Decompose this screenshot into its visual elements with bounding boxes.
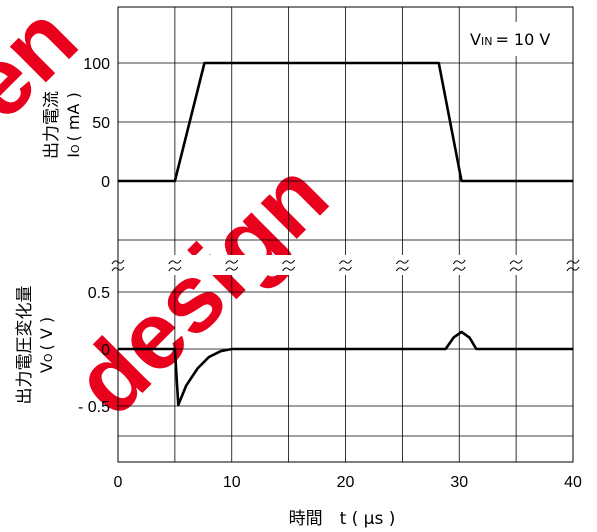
output-current-series-line xyxy=(118,61,573,183)
axis-break-mark xyxy=(339,266,352,272)
axis-break-mark xyxy=(452,259,466,265)
ylabel-voltage: 出力電圧変化量 VO( V ) xyxy=(15,286,56,405)
annotation-sub: IN xyxy=(481,35,492,48)
output-voltage-change-series-line xyxy=(118,330,573,407)
axis-break-mark xyxy=(225,266,239,272)
y-tick-label: 0.5 xyxy=(88,285,110,302)
ylabel-current-line1: 出力電流 xyxy=(42,91,62,159)
axis-break-mark xyxy=(509,259,523,265)
y-tick-label: - 0.5 xyxy=(78,399,110,416)
axis-break-mark xyxy=(168,266,182,272)
annotation-text: VIN = 10 V xyxy=(470,30,550,49)
ylabel-voltage-line1: 出力電圧変化量 xyxy=(15,286,35,405)
axis-break-mark xyxy=(452,266,466,272)
axis-break-mark xyxy=(282,266,296,272)
annotation-rest: = 10 V xyxy=(495,30,550,49)
y-tick-label: 100 xyxy=(83,56,110,73)
axis-break-mark xyxy=(509,266,523,272)
axis-break-mark xyxy=(395,259,409,265)
x-tick-label: 0 xyxy=(114,474,123,491)
vin-annotation: VIN = 10 V xyxy=(460,22,568,56)
axis-break-gap xyxy=(114,255,579,275)
axis-break-mark xyxy=(282,259,296,265)
ylabel-current-line2: IO( mA ) xyxy=(64,92,83,158)
series-layer xyxy=(118,61,573,407)
annotation-box xyxy=(460,22,568,56)
axis-break-mark xyxy=(168,259,182,265)
y-tick-label: 50 xyxy=(92,115,110,132)
ylabel-current: 出力電流 IO( mA ) xyxy=(42,91,83,159)
tick-labels: 0 10 20 30 40 0 50 100 - 0.5 0 0.5 xyxy=(78,56,582,491)
plot-frame xyxy=(117,6,574,463)
axis-break-mark xyxy=(225,259,239,265)
axis-break-mark xyxy=(339,259,352,265)
x-tick-label: 40 xyxy=(564,474,582,491)
axis-break-mark xyxy=(395,266,409,272)
x-tick-label: 30 xyxy=(450,474,468,491)
x-tick-label: 20 xyxy=(337,474,355,491)
y-tick-label: 0 xyxy=(101,342,110,359)
axis-break-marks xyxy=(111,255,580,275)
ylabel-voltage-line2: VO( V ) xyxy=(37,317,56,373)
x-tick-label: 10 xyxy=(223,474,241,491)
y-tick-label: 0 xyxy=(101,174,110,191)
annotation-main: V xyxy=(470,30,481,49)
x-axis-label: 時間 t ( μs ) xyxy=(289,509,396,529)
